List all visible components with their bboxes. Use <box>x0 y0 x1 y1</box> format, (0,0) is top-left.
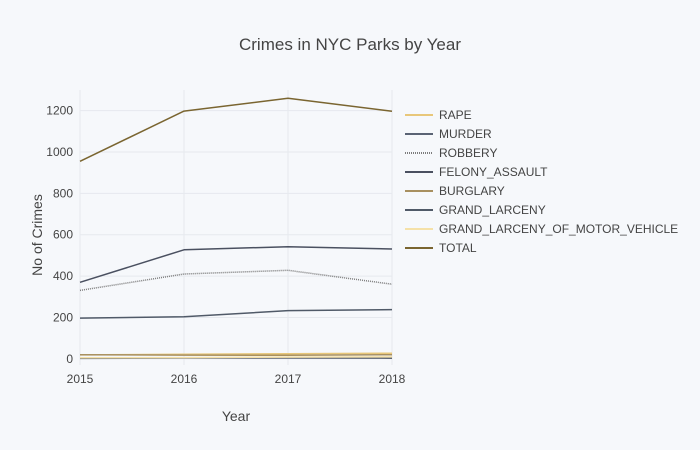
legend-label[interactable]: TOTAL <box>439 241 477 255</box>
y-tick-label: 800 <box>53 186 73 200</box>
y-tick-label: 600 <box>53 228 73 242</box>
series-line-burglary[interactable] <box>79 353 393 357</box>
x-axis-title: Year <box>222 408 251 424</box>
y-tick-label: 400 <box>53 269 73 283</box>
y-tick-label: 0 <box>66 352 73 366</box>
legend-label[interactable]: RAPE <box>439 108 472 122</box>
y-tick-label: 200 <box>53 310 73 324</box>
y-tick-label: 1000 <box>46 145 73 159</box>
series-line-felony-assault[interactable] <box>79 245 393 284</box>
y-axis-title: No of Crimes <box>29 194 45 276</box>
x-axis-ticks: 2015 2016 2017 2018 <box>67 372 406 386</box>
legend: RAPE MURDER ROBBERY FELONY_ASSAULT BURGLARY G… <box>405 108 678 255</box>
series-line-robbery[interactable] <box>79 269 393 292</box>
series-layer <box>79 97 393 360</box>
legend-label[interactable]: FELONY_ASSAULT <box>439 165 548 179</box>
y-axis-ticks: 0 200 400 600 800 1000 1200 <box>46 104 73 366</box>
series-line-total[interactable] <box>79 97 393 162</box>
x-tick-label: 2015 <box>67 372 94 386</box>
x-tick-label: 2018 <box>379 372 406 386</box>
legend-label[interactable]: GRAND_LARCENY <box>439 203 546 217</box>
legend-label[interactable]: MURDER <box>439 127 492 141</box>
chart-title: Crimes in NYC Parks by Year <box>239 35 461 54</box>
legend-label[interactable]: BURGLARY <box>439 184 505 198</box>
grid-layer <box>79 90 393 365</box>
legend-label[interactable]: GRAND_LARCENY_OF_MOTOR_VEHICLE <box>439 222 678 236</box>
legend-label[interactable]: ROBBERY <box>439 146 497 160</box>
series-line-grand-larceny[interactable] <box>79 308 393 319</box>
series-line-grand-larceny-of-motor-vehicle[interactable] <box>79 356 393 359</box>
x-tick-label: 2017 <box>275 372 302 386</box>
x-tick-label: 2016 <box>171 372 198 386</box>
y-tick-label: 1200 <box>46 104 73 118</box>
